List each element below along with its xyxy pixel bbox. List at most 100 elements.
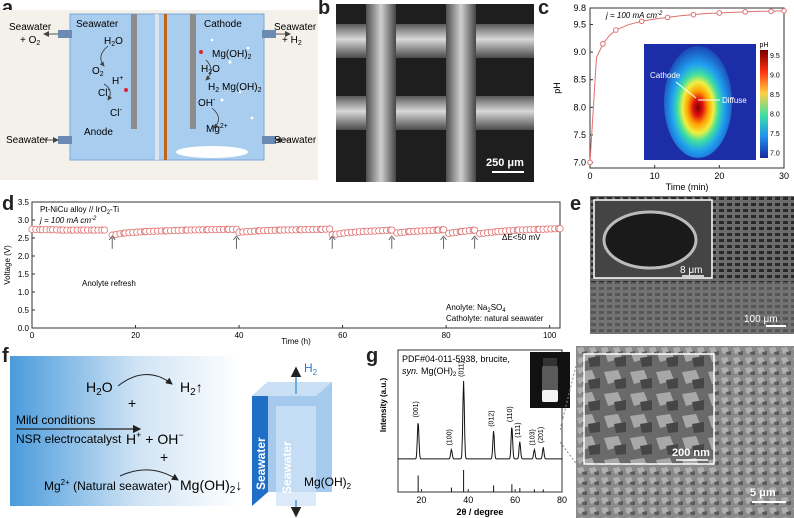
vial-photo (530, 352, 570, 408)
d-ytick-label: 0.5 (18, 306, 30, 315)
label-mg2: Mg2+ (206, 123, 228, 135)
d-xtick-label: 60 (338, 331, 347, 340)
arrow-h-cl (103, 83, 113, 101)
g-xtick-label: 20 (416, 495, 426, 505)
membrane-highlight (155, 14, 159, 160)
d-data-point (470, 226, 479, 234)
d-xtick-label: 100 (543, 331, 557, 340)
outlet-pipe-right (262, 30, 276, 38)
g-peak-label: (110) (507, 406, 514, 422)
label-anode: Anode (84, 127, 113, 138)
outlet-pipe-left (58, 30, 72, 38)
d-refresh-arrow-head (471, 235, 478, 241)
panel-g-sem-image: 200 nm 5 μm (576, 346, 794, 518)
mg-marker (199, 50, 203, 54)
f-h2o: H2O (86, 379, 113, 398)
panel-e-sem-image: 8 μm 100 μm (590, 196, 794, 334)
c-ytick-label: 8.0 (573, 102, 586, 112)
d-data-point (556, 225, 564, 233)
d-xtick-label: 20 (131, 331, 140, 340)
g-xtick-label: 40 (463, 495, 473, 505)
f-h2: H2↑ (180, 379, 203, 398)
zoom-connector (560, 357, 579, 467)
inlet-pipe-right (262, 136, 276, 144)
c-ylabel: pH (552, 82, 562, 94)
g-syn: syn. Mg(OH)2 (402, 366, 457, 378)
panel-a-schematic: Seawater Cathode Seawater + O2 Seawater … (0, 10, 318, 180)
cl-marker (124, 88, 128, 92)
g-xrd-pattern (398, 380, 562, 460)
d-refresh-arrow-head (108, 235, 116, 241)
c-data-point (587, 159, 593, 166)
scale-bar-g-inset: 200 nm (672, 447, 710, 459)
c-xtick-label: 10 (650, 171, 660, 181)
label-cathode: Cathode (204, 19, 242, 30)
precipitate-pile (176, 146, 248, 158)
c-colorbar-tick: 7.5 (770, 131, 780, 138)
cube-seawater-1: Seawater (254, 437, 268, 490)
f-ions: H+ + OH− (126, 430, 184, 447)
label-o2: O2 (92, 66, 104, 78)
c-ytick-label: 9.5 (573, 20, 586, 30)
label-outlet-right-1: Seawater (274, 22, 317, 33)
c-data-point (613, 27, 619, 33)
g-pdf: PDF#04-011-5938, brucite, (402, 354, 510, 364)
g-peak-label: (012) (489, 410, 496, 426)
c-xtick-label: 0 (587, 171, 592, 181)
inlet-pipe-left (58, 136, 72, 144)
cube-front-slab (252, 382, 268, 506)
f-plus-top: + (128, 395, 136, 411)
anode-electrode (131, 14, 137, 129)
g-peak-label: (011) (459, 361, 466, 377)
arrow-h2o-h2 (205, 59, 212, 81)
c-data-point (638, 18, 645, 25)
d-ytick-label: 1.5 (18, 270, 30, 279)
c-ytick-label: 7.5 (573, 130, 586, 140)
label-outlet-left-1: Seawater (9, 22, 52, 33)
d-anolyte: Anolyte: Na2SO4 (446, 303, 506, 314)
d-ytick-label: 1.0 (18, 288, 30, 297)
f-nsr: NSR electrocatalyst (16, 432, 122, 446)
d-ytick-label: 0.0 (18, 324, 30, 333)
g-peak-label: (111) (515, 422, 522, 437)
c-data-point (742, 9, 748, 15)
d-xtick-label: 80 (442, 331, 451, 340)
c-plot-frame (589, 7, 785, 169)
g-peak-label: (201) (538, 427, 545, 443)
label-inlet-left: Seawater (6, 135, 49, 146)
c-colorbar-tick: 8.5 (770, 92, 780, 99)
c-colorbar-title: pH (760, 42, 769, 49)
f-plus-bottom: + (160, 449, 168, 465)
c-inset-arrow-1 (675, 81, 697, 99)
c-data-point (716, 10, 723, 16)
scale-bar-g: 5 μm (750, 487, 776, 499)
label-inlet-right: Seawater (274, 135, 317, 146)
cube-mgoh2: Mg(OH)2 (304, 475, 352, 491)
label-mgoh2-2: Mg(OH)2 (222, 82, 262, 94)
g-xtick-label: 80 (557, 495, 567, 505)
g-ylabel: Intensity (a.u.) (379, 378, 388, 433)
d-refresh-arrow-head (328, 235, 336, 241)
d-plot-frame (31, 201, 561, 329)
cube-side (276, 406, 316, 506)
d-xtick-label: 0 (30, 331, 35, 340)
panel-c-chart: 0 10 20 30 7.0 7.5 8.0 8.5 9.0 9.5 9.8 Time (min) pH… (552, 3, 789, 192)
label-mgoh2-1: Mg(OH)2 (212, 49, 252, 61)
panel-b-sem-image: 250 μm (336, 4, 534, 182)
f-mgoh2: Mg(OH)2↓ (180, 477, 242, 496)
d-title-1: Pt-NiCu alloy // IrO2-Ti (40, 205, 119, 216)
g-peak-label: (100) (446, 429, 453, 445)
c-inset-diffuse: Diffuse (722, 96, 747, 105)
panel-label-d: d (2, 193, 15, 215)
c-xlabel: Time (min) (666, 182, 709, 192)
panel-label-c: c (538, 0, 550, 19)
g-peak-label: (103) (529, 429, 536, 445)
membrane (164, 14, 167, 160)
panel-f-schematic: H2O H2↑ + Mild conditions NSR electrocat… (10, 356, 352, 518)
label-oh: OH- (198, 97, 216, 109)
d-title-2: j = 100 mA cm-2 (39, 216, 97, 225)
d-data-point (326, 225, 334, 233)
c-xtick-label: 20 (714, 171, 724, 181)
g-peak-label: (001) (413, 401, 420, 417)
panel-g-chart: 20 40 60 80 2θ / degree Intensity (a.u.) (001)… (379, 349, 567, 517)
